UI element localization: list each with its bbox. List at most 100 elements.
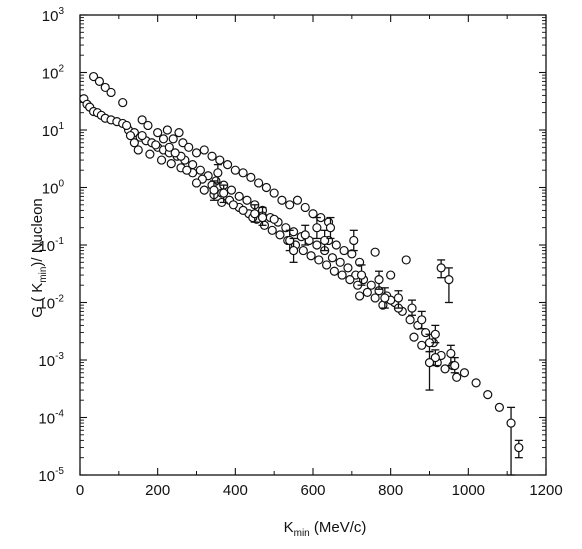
data-point [312, 240, 322, 250]
data-point-with-error [417, 315, 427, 325]
data-point [158, 134, 169, 144]
data-point [230, 165, 240, 175]
data-point [269, 214, 279, 224]
y-tick-base: 10 [42, 66, 59, 83]
data-point-with-error [506, 418, 516, 428]
data-point [345, 275, 355, 285]
data-point [285, 200, 295, 210]
data-point-with-error [209, 185, 219, 195]
y-axis-title-prefix: G ( K [29, 283, 46, 318]
data-point [118, 97, 128, 108]
y-tick-label: 10-4 [38, 409, 64, 428]
x-tick-label: 1200 [529, 482, 562, 499]
data-point [277, 195, 287, 205]
y-tick-base: 10 [38, 468, 55, 485]
x-tick-label: 200 [145, 482, 170, 499]
data-point-with-error [430, 353, 440, 363]
data-point [133, 145, 143, 155]
data-point-with-error [436, 263, 446, 273]
y-axis-title-rest: )/ Nucleon [29, 198, 46, 266]
data-point [292, 195, 303, 205]
data-point [339, 245, 349, 256]
x-tick-label: 1000 [452, 482, 485, 499]
y-tick-exponent: -4 [55, 409, 64, 420]
y-tick-exponent: -2 [55, 294, 64, 305]
data-points [79, 71, 524, 476]
data-point-with-error [257, 212, 268, 223]
x-tick-label: 0 [76, 482, 84, 499]
x-tick-label: 600 [300, 482, 325, 499]
x-tick-label: 800 [378, 482, 403, 499]
data-point-with-error [446, 348, 456, 359]
data-point-with-error [374, 275, 384, 285]
data-point [153, 128, 163, 138]
x-axis-title-sub: min [294, 528, 310, 539]
data-point [191, 148, 202, 158]
y-tick-exponent: 2 [58, 64, 64, 75]
data-point [238, 168, 248, 178]
data-point [184, 142, 194, 152]
data-point-with-error [312, 223, 322, 233]
data-point [314, 255, 324, 265]
data-point [269, 188, 279, 198]
data-point-with-error [444, 275, 454, 285]
data-point [421, 327, 431, 338]
data-point-with-error [430, 329, 440, 339]
data-point [143, 120, 153, 131]
data-point [409, 332, 419, 342]
data-point [327, 253, 338, 263]
data-point-with-error [356, 270, 367, 280]
y-tick-base: 10 [38, 411, 55, 428]
y-tick-label: 10-5 [38, 466, 64, 485]
data-point [222, 160, 233, 170]
data-point [121, 120, 132, 131]
data-point [228, 200, 238, 210]
data-point [94, 76, 105, 87]
data-point [234, 191, 244, 202]
y-tick-exponent: -3 [55, 351, 64, 362]
data-point [162, 125, 172, 135]
data-point [226, 185, 237, 195]
data-point [129, 138, 139, 148]
data-point [494, 402, 504, 412]
data-point-with-error [393, 293, 404, 303]
y-tick-label: 10-3 [38, 351, 64, 370]
data-point [100, 82, 110, 93]
x-axis-title-main: K [284, 519, 294, 536]
data-point [106, 87, 116, 98]
y-tick-label: 103 [42, 6, 65, 25]
y-tick-exponent: 1 [58, 121, 64, 132]
data-point [483, 390, 493, 400]
data-point [355, 291, 365, 301]
data-point [343, 263, 353, 273]
data-point [329, 266, 339, 276]
data-point [298, 245, 308, 256]
data-point [452, 372, 462, 382]
x-axis-title-rest: (MeV/c) [310, 519, 367, 536]
y-tick-base: 10 [42, 123, 59, 140]
y-tick-label: 10-1 [38, 236, 64, 255]
y-tick-exponent: -5 [55, 466, 64, 477]
data-point [321, 260, 332, 270]
data-point [164, 142, 174, 152]
data-point-with-error [380, 293, 390, 303]
data-point [125, 130, 136, 141]
data-point-with-error [325, 223, 336, 233]
data-point [137, 115, 147, 125]
data-point [417, 340, 427, 350]
data-point [170, 148, 180, 158]
data-point [405, 315, 415, 325]
y-tick-label: 102 [42, 64, 65, 83]
y-tick-base: 10 [38, 353, 55, 370]
data-point-with-error [349, 235, 359, 246]
y-tick-exponent: -1 [55, 236, 64, 247]
data-point [335, 257, 345, 267]
y-tick-base: 10 [42, 181, 59, 198]
y-tick-label: 101 [42, 121, 65, 140]
y-tick-base: 10 [38, 238, 55, 255]
data-point [401, 255, 411, 265]
data-point-with-error [450, 360, 460, 371]
data-point [331, 240, 341, 250]
data-point [386, 270, 396, 280]
